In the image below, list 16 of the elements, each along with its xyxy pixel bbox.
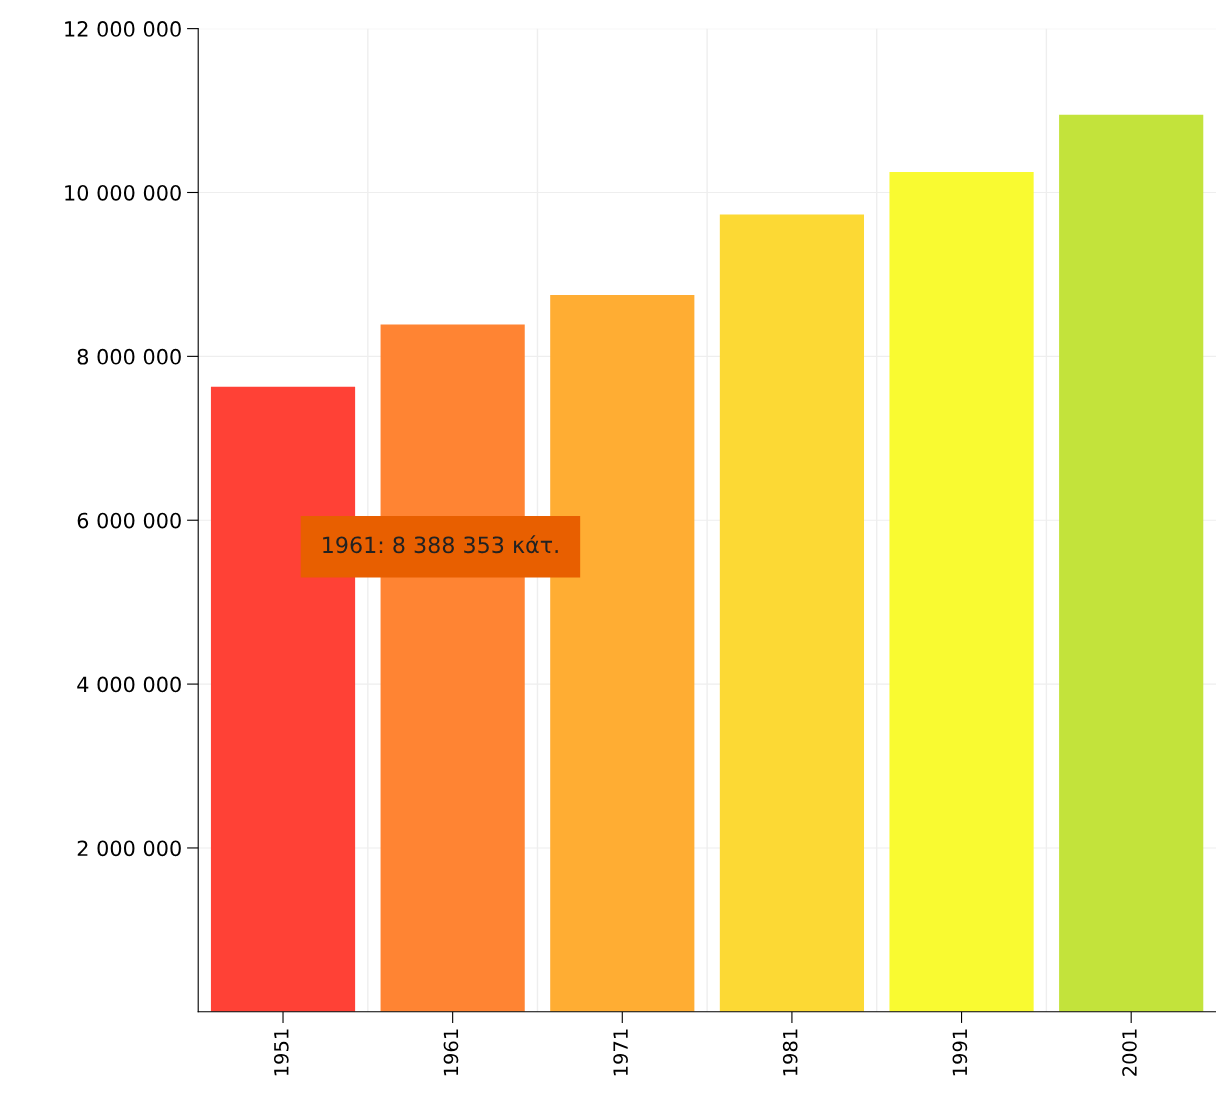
bar (719, 214, 865, 1012)
y-tick-label: 8 000 000 (77, 348, 181, 365)
y-tick-label: 12 000 000 (65, 21, 181, 37)
x-tick-label: 1991 (952, 1029, 968, 1076)
y-tick-label: 2 000 000 (77, 840, 181, 857)
x-tick-label: 1951 (273, 1029, 289, 1076)
y-tick-label: 4 000 000 (77, 676, 181, 693)
annotation: 1961: 8 388 353 κάτ. (323, 535, 558, 554)
y-tick-label: 6 000 000 (77, 512, 181, 529)
y-tick-label: 10 000 000 (65, 184, 181, 201)
x-tick-label: 2001 (1122, 1029, 1137, 1076)
bar (889, 172, 1034, 1012)
bar (1059, 114, 1204, 1012)
x-tick-label: 1981 (782, 1029, 798, 1076)
x-tick-label: 1971 (613, 1029, 628, 1076)
x-tick-label: 1961 (443, 1029, 459, 1076)
